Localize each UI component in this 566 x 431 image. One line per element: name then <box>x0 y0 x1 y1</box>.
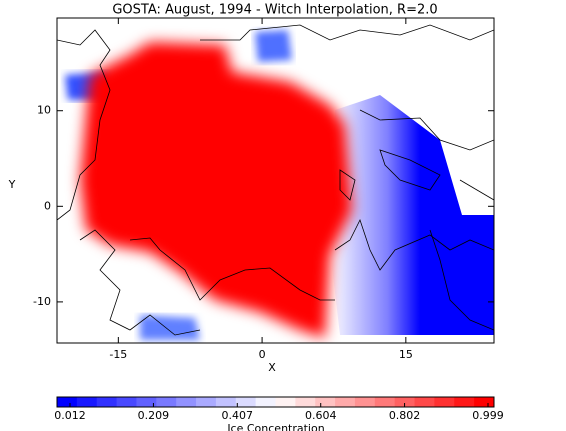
x-tick-label: 0 <box>259 348 266 361</box>
x-tick-label: 15 <box>399 348 413 361</box>
colorbar-swatch <box>255 397 276 407</box>
y-tick-label: 10 <box>37 104 51 117</box>
colorbar-tick-label: 0.999 <box>472 409 504 422</box>
plot-frame <box>56 17 495 344</box>
colorbar-swatch <box>275 397 296 407</box>
colorbar-swatch <box>76 397 98 407</box>
colorbar-swatch <box>215 397 237 407</box>
colorbar-tick-label: 0.209 <box>138 409 170 422</box>
colorbar-swatch <box>354 397 376 407</box>
colorbar-swatch <box>374 397 396 407</box>
x-axis-label: X <box>268 361 276 374</box>
colorbar-swatch <box>315 397 336 407</box>
colorbar: 0.012 0.209 0.407 0.604 0.802 0.999 <box>54 396 504 422</box>
colorbar-swatch <box>394 397 416 407</box>
colorbar-swatch <box>176 397 197 407</box>
low-ice-south <box>140 315 200 340</box>
colorbar-swatch <box>196 397 217 407</box>
y-axis-label: Y <box>8 178 16 191</box>
y-tick-label: -10 <box>33 295 51 308</box>
colorbar-frame <box>56 396 495 408</box>
colorbar-swatch <box>116 397 137 407</box>
colorbar-swatch <box>454 397 475 407</box>
colorbar-tick-label: 0.407 <box>222 409 254 422</box>
colorbar-tick-label: 0.604 <box>305 409 337 422</box>
colorbar-tick-label: 0.012 <box>54 409 86 422</box>
colorbar-tick-label: 0.802 <box>389 409 421 422</box>
colorbar-swatch <box>57 397 78 407</box>
colorbar-label: Ice Concentration <box>227 422 324 431</box>
colorbar-swatch <box>96 397 118 407</box>
x-tick-label: -15 <box>109 348 127 361</box>
chart-title: GOSTA: August, 1994 - Witch Interpolatio… <box>112 3 437 18</box>
high-ice <box>80 42 352 338</box>
colorbar-swatch <box>295 397 316 407</box>
low-ice-north <box>255 30 292 62</box>
colorbar-swatch <box>474 397 495 407</box>
colorbar-swatch <box>434 397 455 407</box>
colorbar-swatch <box>414 397 435 407</box>
colorbar-swatch <box>235 397 257 407</box>
map-field <box>57 24 494 340</box>
low-ice-east <box>330 95 494 335</box>
coastline <box>57 24 494 336</box>
colorbar-swatch <box>156 397 177 407</box>
y-tick-label: 0 <box>44 199 51 212</box>
colorbar-swatch <box>136 397 157 407</box>
colorbar-swatch <box>335 397 356 407</box>
